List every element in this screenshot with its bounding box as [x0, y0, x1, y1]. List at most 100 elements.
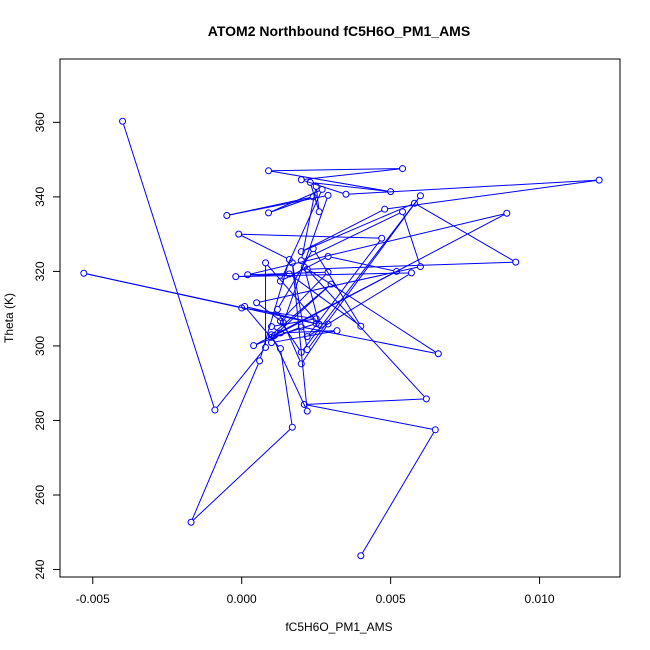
data-point — [306, 178, 314, 186]
series-segment — [283, 198, 328, 321]
series-segment — [267, 264, 318, 323]
data-point — [80, 269, 88, 277]
x-axis: -0.005 0.000 0.005 0.010 — [76, 577, 555, 606]
data-point — [253, 299, 261, 307]
series-segment — [361, 432, 435, 554]
data-point — [595, 176, 603, 184]
series-segment — [308, 271, 425, 397]
series-segment — [244, 307, 314, 319]
series-segment — [280, 351, 293, 425]
plot-frame — [59, 58, 621, 578]
data-point — [399, 165, 407, 173]
data-point — [378, 234, 386, 242]
data-point — [387, 188, 395, 196]
series-segment — [403, 214, 420, 264]
series-segment — [301, 189, 317, 258]
series-segment — [303, 210, 383, 251]
data-point — [276, 317, 284, 325]
x-tick-label: 0.010 — [525, 592, 555, 606]
data-point — [297, 360, 305, 368]
series-segment — [308, 197, 420, 348]
series-segment — [291, 275, 359, 325]
data-point — [300, 263, 308, 271]
data-point — [333, 327, 341, 335]
data-point — [431, 426, 439, 434]
data-point — [303, 346, 311, 354]
data-point — [324, 191, 332, 199]
data-point — [267, 331, 275, 339]
data-point — [416, 192, 424, 200]
data-point — [262, 259, 270, 267]
x-axis-title: fC5H6O_PM1_AMS — [285, 620, 392, 634]
data-point — [324, 253, 332, 261]
data-point — [244, 271, 252, 279]
data-point — [288, 423, 296, 431]
series-points — [80, 117, 603, 560]
series-segment — [310, 261, 513, 270]
series-segment — [387, 180, 597, 210]
data-point — [309, 245, 317, 253]
series-segment — [191, 363, 259, 520]
series-segment — [271, 168, 400, 172]
data-point — [223, 212, 231, 220]
data-point — [297, 323, 305, 331]
series-segment — [250, 271, 326, 276]
series-segment — [273, 327, 279, 332]
data-point — [410, 199, 418, 207]
data-point — [342, 190, 350, 198]
data-point — [265, 209, 273, 217]
data-point — [416, 263, 424, 271]
series-segment — [241, 235, 287, 259]
series-segment — [192, 428, 291, 521]
series-segment — [416, 204, 514, 262]
series-lines — [86, 123, 597, 554]
data-point — [393, 267, 401, 275]
series-segment — [304, 168, 400, 180]
y-tick-label: 260 — [33, 485, 47, 505]
data-point — [273, 305, 281, 313]
x-tick-label: -0.005 — [76, 592, 110, 606]
data-point — [422, 395, 430, 403]
data-point — [300, 400, 308, 408]
data-point — [327, 280, 335, 288]
series-segment — [273, 214, 505, 337]
y-tick-label: 360 — [33, 112, 47, 132]
series-segment — [313, 182, 388, 192]
data-point — [265, 167, 273, 175]
y-tick-label: 300 — [33, 336, 47, 356]
series-segment — [303, 203, 412, 251]
data-point — [309, 193, 317, 201]
series-segment — [274, 323, 314, 337]
data-point — [262, 343, 270, 351]
data-point — [512, 258, 520, 266]
y-tick-label: 280 — [33, 410, 47, 430]
data-point — [232, 273, 240, 281]
data-point — [119, 117, 127, 125]
y-axis-title: Theta (K) — [2, 293, 16, 343]
series-segment — [310, 185, 319, 210]
data-point — [399, 208, 407, 216]
y-tick-label: 240 — [33, 559, 47, 579]
series-segment — [307, 398, 424, 405]
series-segment — [304, 269, 319, 322]
data-point — [297, 176, 305, 184]
series-segment — [271, 170, 388, 192]
data-point — [297, 348, 305, 356]
data-point — [434, 350, 442, 358]
data-point — [303, 407, 311, 415]
series-segment — [307, 404, 433, 430]
data-point — [235, 230, 243, 238]
series-segment — [272, 337, 307, 409]
series-segment — [238, 272, 409, 278]
series-segment — [281, 323, 301, 351]
data-point — [503, 209, 511, 217]
data-point — [267, 323, 275, 331]
data-point — [357, 552, 365, 560]
data-point — [324, 268, 332, 276]
series-segment — [292, 265, 308, 347]
data-point — [276, 277, 284, 285]
data-point — [357, 322, 365, 330]
data-point — [312, 182, 320, 190]
data-point — [270, 332, 278, 340]
